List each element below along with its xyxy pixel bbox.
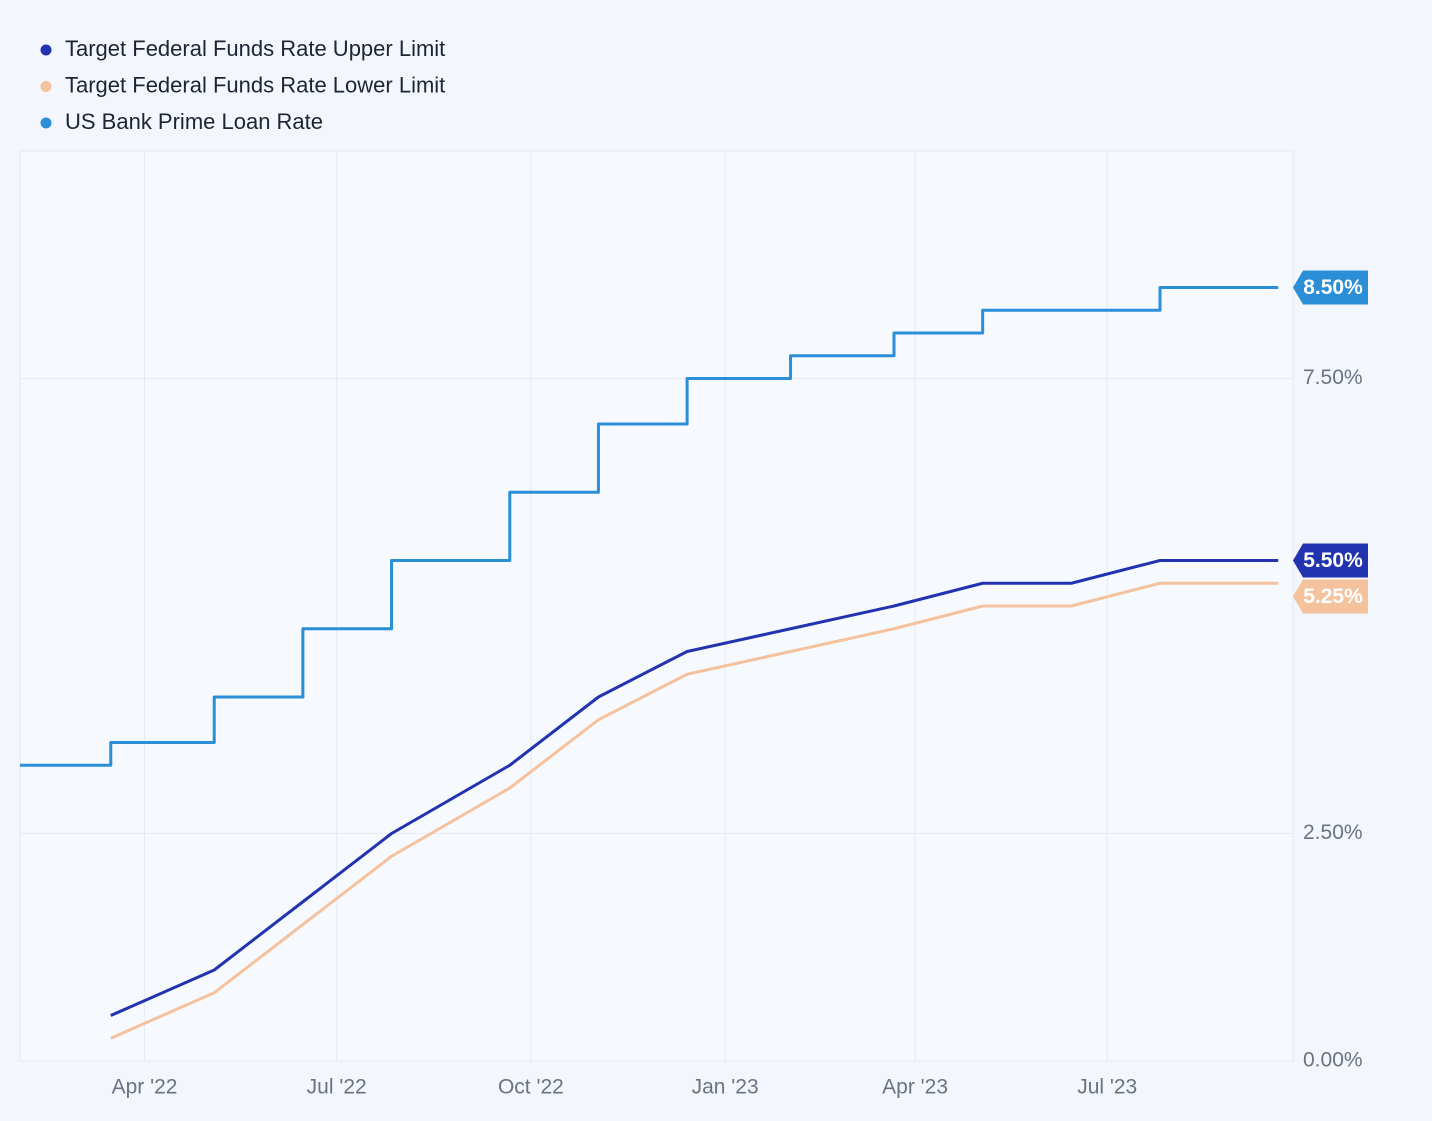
end-label: 5.25%	[1303, 585, 1363, 608]
x-tick-label: Jul '22	[307, 1076, 367, 1099]
legend-marker	[40, 44, 52, 56]
x-tick-label: Apr '22	[112, 1076, 178, 1099]
series-line	[110, 559, 1279, 1017]
legend-label: Target Federal Funds Rate Lower Limit	[65, 72, 445, 97]
series-line	[110, 581, 1279, 1040]
legend-marker	[40, 81, 52, 92]
end-label: 8.50%	[1303, 276, 1363, 299]
x-tick-label: Oct '22	[498, 1076, 564, 1099]
y-tick-label: 2.50%	[1303, 821, 1363, 844]
x-tick-label: Apr '23	[882, 1076, 948, 1099]
x-tick-label: Jul '23	[1077, 1076, 1137, 1099]
y-tick-label: 0.00%	[1303, 1049, 1363, 1072]
end-label-tag	[1293, 270, 1368, 305]
end-label-tag	[1293, 579, 1368, 614]
x-tick-label: Jan '23	[692, 1076, 759, 1099]
series-line	[20, 286, 1279, 767]
legend-marker	[40, 117, 52, 129]
end-label-tag	[1293, 543, 1368, 578]
y-tick-label: 7.50%	[1303, 366, 1363, 389]
legend-label: Target Federal Funds Rate Upper Limit	[65, 36, 445, 61]
legend-label: US Bank Prime Loan Rate	[65, 109, 323, 134]
end-label: 5.50%	[1303, 549, 1363, 572]
plot-area	[19, 150, 1294, 1062]
